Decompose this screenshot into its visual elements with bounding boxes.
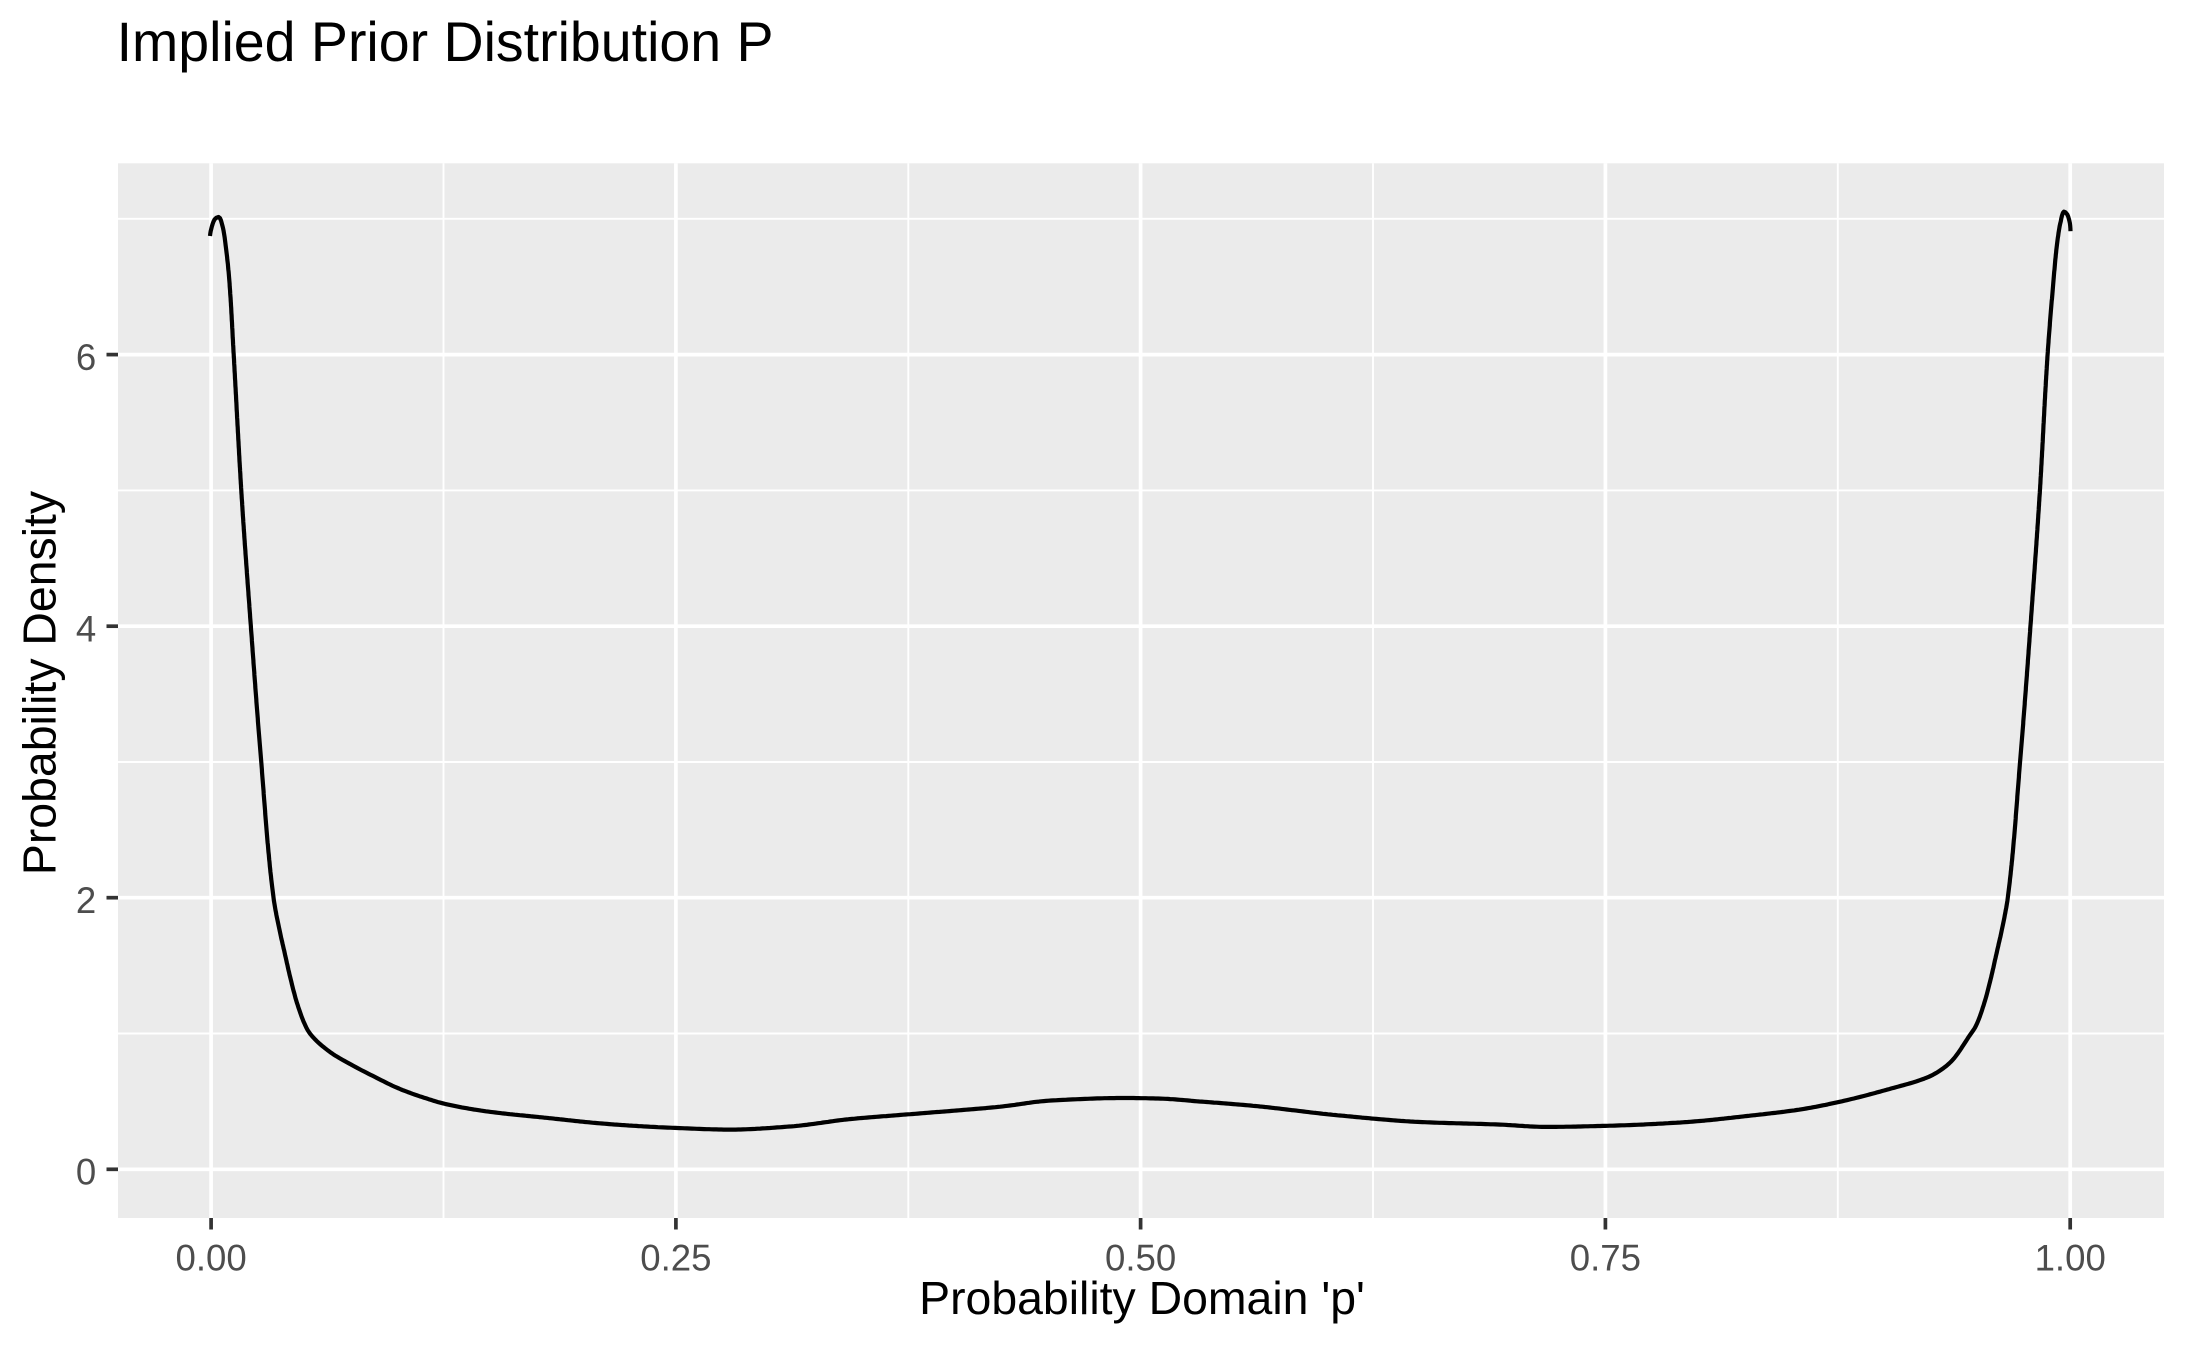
svg-text:Implied Prior Distribution P: Implied Prior Distribution P <box>117 11 774 73</box>
svg-text:4: 4 <box>76 609 96 650</box>
svg-text:6: 6 <box>76 337 96 378</box>
svg-text:0.00: 0.00 <box>175 1238 246 1279</box>
svg-text:0: 0 <box>76 1152 96 1193</box>
svg-text:0.50: 0.50 <box>1105 1238 1176 1279</box>
svg-text:Probability Density: Probability Density <box>14 490 66 875</box>
svg-text:0.75: 0.75 <box>1570 1238 1641 1279</box>
svg-text:1.00: 1.00 <box>2035 1238 2106 1279</box>
svg-text:2: 2 <box>76 880 96 921</box>
svg-text:0.25: 0.25 <box>640 1238 711 1279</box>
svg-text:Probability Domain 'p': Probability Domain 'p' <box>919 1272 1365 1324</box>
